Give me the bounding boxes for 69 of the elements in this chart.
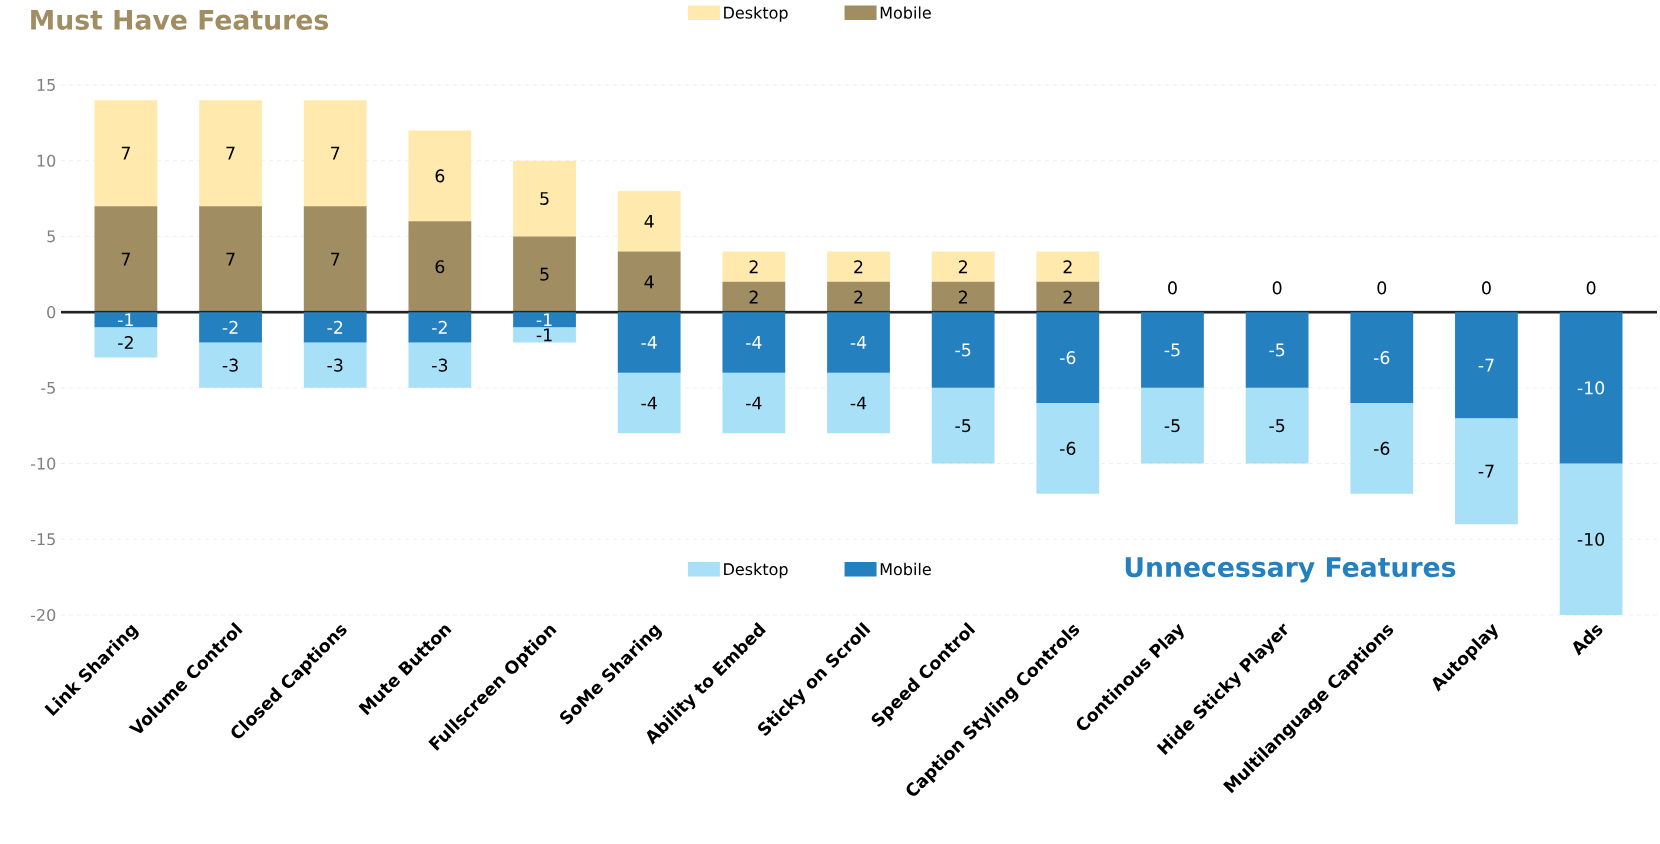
data-label: -2	[222, 320, 238, 334]
data-label: -6	[1373, 441, 1390, 455]
data-label: 7	[331, 146, 340, 160]
y-tick-label: 5	[47, 230, 55, 243]
data-label: -10	[1577, 381, 1605, 395]
data-label: 6	[435, 169, 445, 183]
y-tick-label: -15	[30, 533, 55, 546]
data-label: -1	[536, 328, 552, 342]
data-label: -6	[1373, 351, 1390, 365]
y-tick-label: 15	[37, 79, 55, 91]
data-label: 5	[540, 267, 549, 281]
data-label: 7	[121, 252, 130, 266]
data-label: 2	[749, 260, 758, 274]
data-label: -6	[1060, 441, 1076, 455]
data-label: 2	[958, 260, 967, 274]
data-label: 7	[331, 252, 340, 266]
data-label: -5	[955, 343, 971, 357]
data-label: -6	[1060, 351, 1076, 365]
data-label: 0	[1482, 281, 1491, 295]
data-label: -7	[1478, 464, 1494, 478]
y-tick-label: 10	[37, 154, 56, 167]
y-tick-label: -20	[30, 608, 56, 622]
data-label: -4	[746, 336, 762, 349]
data-label: -4	[746, 396, 762, 410]
data-label: -5	[1269, 419, 1285, 433]
y-tick-label: -10	[30, 457, 56, 470]
y-tick-label: -5	[41, 381, 55, 394]
data-label: 2	[1063, 290, 1072, 304]
data-label: 0	[1377, 281, 1387, 295]
data-label: 2	[749, 290, 758, 304]
data-label: -7	[1478, 358, 1494, 372]
y-tick-label: 0	[47, 306, 56, 319]
legend-label: Mobile	[880, 6, 931, 19]
data-label: -4	[850, 336, 867, 349]
data-label: -4	[641, 396, 657, 410]
data-label: -5	[1164, 343, 1180, 357]
data-label: -1	[536, 313, 552, 327]
data-label: 2	[958, 290, 967, 304]
data-label: 4	[644, 214, 654, 228]
data-label: -10	[1577, 532, 1605, 546]
data-label: -4	[850, 396, 867, 410]
data-label: 0	[1272, 281, 1282, 295]
data-label: 6	[435, 260, 445, 274]
chart-title: Must Have Features	[31, 10, 328, 30]
data-label: -3	[432, 358, 448, 372]
data-label: -5	[1269, 343, 1285, 357]
legend-label: Desktop	[724, 562, 788, 579]
data-label: 2	[854, 290, 863, 304]
data-label: -3	[327, 358, 343, 372]
data-label: 7	[226, 146, 235, 160]
data-label: 7	[226, 252, 235, 266]
data-label: -2	[327, 320, 343, 334]
data-label: -5	[1164, 419, 1180, 433]
legend-label: Desktop	[724, 6, 788, 22]
data-label: 2	[854, 260, 863, 274]
data-label: 7	[121, 146, 130, 160]
data-label: -1	[118, 313, 133, 327]
data-label: 5	[540, 192, 549, 206]
data-label: 0	[1586, 281, 1596, 295]
data-label: -4	[641, 336, 657, 349]
data-label: -5	[955, 419, 971, 433]
data-label: 4	[644, 275, 654, 289]
data-label: -2	[118, 336, 133, 349]
legend-label: Mobile	[880, 562, 931, 576]
data-label: -3	[222, 358, 238, 372]
data-label: 2	[1063, 260, 1072, 274]
annotation: Unnecessary Features	[1125, 557, 1456, 583]
data-label: 0	[1168, 281, 1177, 295]
data-label: -2	[432, 320, 447, 334]
